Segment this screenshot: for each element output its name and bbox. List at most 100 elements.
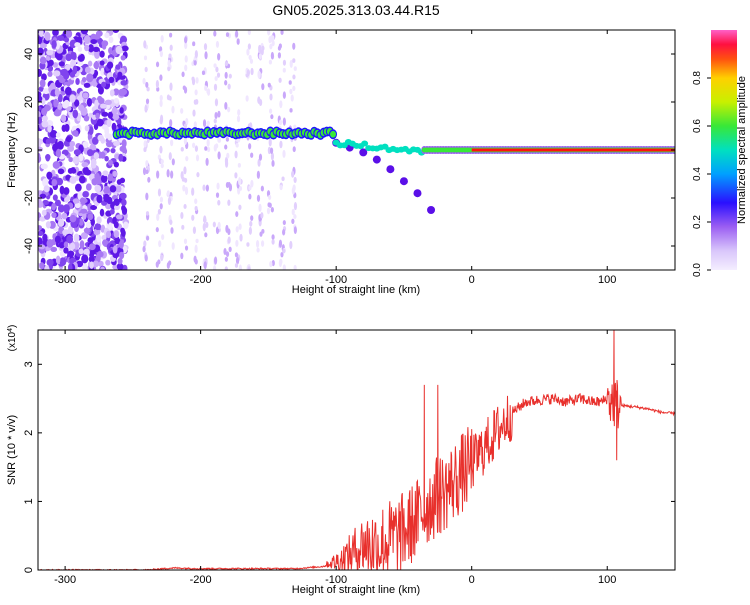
spectrogram-noise-dot — [235, 211, 239, 217]
colorbar-tick-label: 0.2 — [692, 215, 703, 229]
spectrogram-noise-dot — [159, 99, 163, 108]
spectrogram-noise-dot — [206, 120, 210, 126]
spectrogram-noise-dot — [72, 65, 78, 75]
spectrogram-noise-dot — [271, 234, 275, 241]
spectrogram-noise-dot — [278, 239, 283, 248]
spectrogram-noise-dot — [111, 122, 117, 131]
snr-x-tick-label: -300 — [54, 574, 76, 586]
spectrogram-noise-dot — [267, 202, 271, 208]
spectrogram-noise-dot — [101, 234, 107, 241]
spectrogram-noise-dot — [282, 67, 286, 73]
spectrogram-noise-dot — [250, 67, 254, 76]
spectrogram-noise-dot — [108, 76, 115, 83]
spectrogram-noise-dot — [67, 263, 73, 270]
spectrogram-noise-dot — [258, 203, 262, 212]
spectrogram-noise-dot — [121, 139, 127, 148]
spectrogram-noise-dot — [289, 240, 293, 250]
spectrogram-noise-dot — [215, 40, 220, 48]
spectrogram-noise-dot — [196, 172, 200, 178]
spectrogram-noise-dot — [217, 221, 221, 230]
spectrogram-branch-blob — [359, 148, 368, 157]
spectrogram-noise-dot — [38, 138, 42, 145]
spectrogram-noise-dot — [51, 179, 58, 187]
spectrogram-noise-dot — [85, 183, 92, 191]
spectrogram-noise-dot — [282, 117, 286, 126]
spectrogram-noise-dot — [112, 30, 120, 33]
spectrogram-noise-dot — [235, 239, 239, 247]
spectrogram-noise-dot — [99, 50, 105, 58]
spectrogram-y-label: Frequency (Hz) — [6, 112, 18, 188]
spectrogram-noise-dot — [115, 45, 123, 55]
spectrogram-noise-dot — [74, 99, 80, 107]
spectrogram-noise-dot — [121, 45, 129, 52]
spectrogram-noise-dot — [277, 45, 282, 51]
spectrogram-noise-dot — [248, 54, 252, 61]
spectrogram-noise-dot — [93, 49, 101, 59]
spectrogram-noise-dot — [45, 221, 51, 229]
spectrogram-noise-dot — [89, 261, 94, 269]
spectrogram-noise-dot — [185, 155, 189, 162]
spectrogram-branch-blob — [372, 155, 381, 164]
spectrogram-noise-dot — [203, 261, 207, 270]
spectrogram-noise-dot — [192, 226, 197, 235]
spectrogram-noise-dot — [214, 76, 218, 81]
spectrogram-noise-dot — [169, 44, 173, 51]
spectrogram-noise-dot — [237, 109, 241, 116]
spectrogram-noise-dot — [225, 251, 230, 258]
spectrogram-noise-dot — [159, 94, 163, 102]
spectrogram-noise-dot — [270, 114, 274, 120]
spectrogram-noise-dot — [224, 256, 228, 262]
spectrogram-noise-dot — [155, 227, 159, 233]
spectrogram-noise-dot — [159, 50, 163, 58]
spectrogram-noise-dot — [43, 185, 50, 193]
spectrogram-noise-dot — [184, 245, 189, 251]
spectrogram-noise-dot — [192, 109, 196, 117]
spectrogram-noise-dot — [248, 185, 252, 191]
spectrogram-noise-dot — [84, 66, 91, 74]
spectrogram-noise-dot — [206, 146, 211, 153]
spectrogram-noise-dot — [169, 219, 173, 225]
spectrogram-noise-dot — [105, 140, 113, 148]
spectrogram-noise-dot — [105, 259, 111, 266]
spectrogram-noise-dot — [83, 82, 91, 88]
spectrogram-noise-dot — [90, 205, 98, 211]
spectrogram-noise-dot — [235, 142, 239, 148]
spectrogram-noise-dot — [79, 240, 85, 250]
spectrogram-noise-dot — [250, 215, 254, 221]
spectrogram-noise-dot — [238, 264, 242, 270]
spectrogram-noise-dot — [260, 212, 264, 219]
spectrogram-noise-dot — [169, 82, 173, 91]
spectrogram-noise-dot — [155, 80, 160, 89]
spectrogram-noise-dot — [290, 94, 294, 102]
spectrogram-noise-dot — [54, 199, 62, 207]
spectrogram-noise-dot — [255, 239, 260, 248]
spectrogram-noise-dot — [56, 35, 65, 42]
spectrogram-noise-dot — [235, 226, 239, 233]
colorbar-tick-label: 0.8 — [692, 71, 703, 85]
spectrogram-noise-dot — [277, 52, 281, 59]
spectrogram-noise-dot — [216, 182, 220, 190]
spectrogram-noise-dot — [282, 91, 286, 99]
spectrogram-noise-dot — [292, 58, 296, 63]
colorbar-ticks: 0.0 0.2 0.4 0.6 0.8 — [692, 71, 711, 277]
spectrogram-noise-dot — [76, 36, 83, 43]
spectrogram-noise-dot — [160, 163, 164, 169]
spectrogram-noise-dot — [267, 82, 271, 88]
spectrogram-noise-dot — [72, 156, 80, 165]
spectrogram-x-tick-label: -200 — [190, 274, 212, 286]
spectrogram-noise-dot — [48, 59, 54, 67]
snr-x-ticks: -300 -200 -100 0 100 — [54, 330, 616, 586]
spectrogram-noise-dot — [204, 146, 208, 151]
spectrogram-noise-dot — [99, 208, 105, 217]
spectrogram-noise-dot — [268, 194, 272, 200]
colorbar-tick-label: 0.6 — [692, 119, 703, 133]
spectrogram-noise-dot — [100, 67, 106, 76]
spectrogram-noise-dot — [70, 168, 77, 174]
spectrogram-noise-dot — [292, 42, 296, 50]
spectrogram-noise-dot — [279, 184, 283, 191]
spectrogram-noise-dot — [49, 130, 57, 138]
spectrogram-noise-dot — [63, 187, 70, 195]
spectrogram-noise-dot — [96, 251, 104, 258]
spectrogram-noise-dot — [38, 225, 43, 231]
spectrogram-noise-dot — [247, 30, 251, 36]
